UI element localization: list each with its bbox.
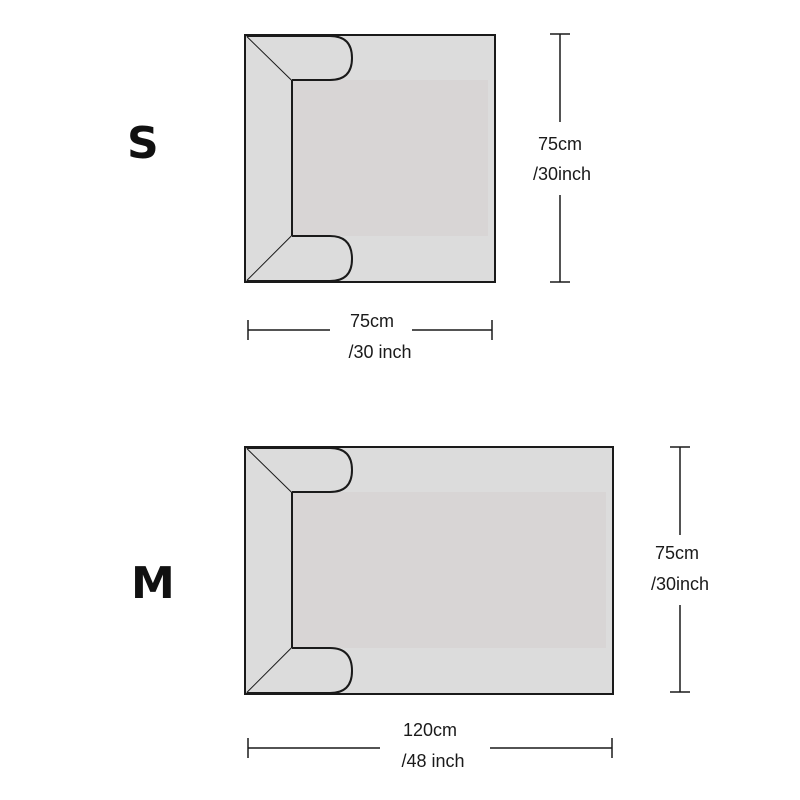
seat-area-small — [292, 80, 488, 236]
size-label-medium: M — [131, 558, 175, 609]
height-dimension-medium — [670, 446, 690, 693]
width-cm-medium: 120cm — [402, 720, 458, 740]
armrest-bottom-small — [247, 235, 354, 282]
height-cm-small: 75cm — [537, 134, 582, 154]
armrest-bottom-medium — [247, 647, 354, 694]
width-dimension-small — [247, 320, 493, 340]
sofa-outline-small — [244, 34, 496, 283]
armrest-top-medium — [247, 447, 354, 493]
sofa-outline-medium — [244, 446, 614, 695]
width-inch-medium: /48 inch — [401, 751, 465, 771]
armrest-top-small — [247, 35, 354, 81]
width-cm-small: 75cm — [349, 311, 394, 331]
width-inch-small: /30 inch — [348, 342, 412, 362]
height-cm-medium: 75cm — [654, 543, 699, 563]
height-inch-medium: /30inch — [650, 574, 710, 594]
width-dimension-medium — [247, 738, 613, 758]
size-label-small: S — [127, 118, 159, 169]
seat-area-medium — [292, 492, 606, 648]
height-dimension-small — [550, 33, 570, 283]
height-inch-small: /30inch — [532, 164, 592, 184]
